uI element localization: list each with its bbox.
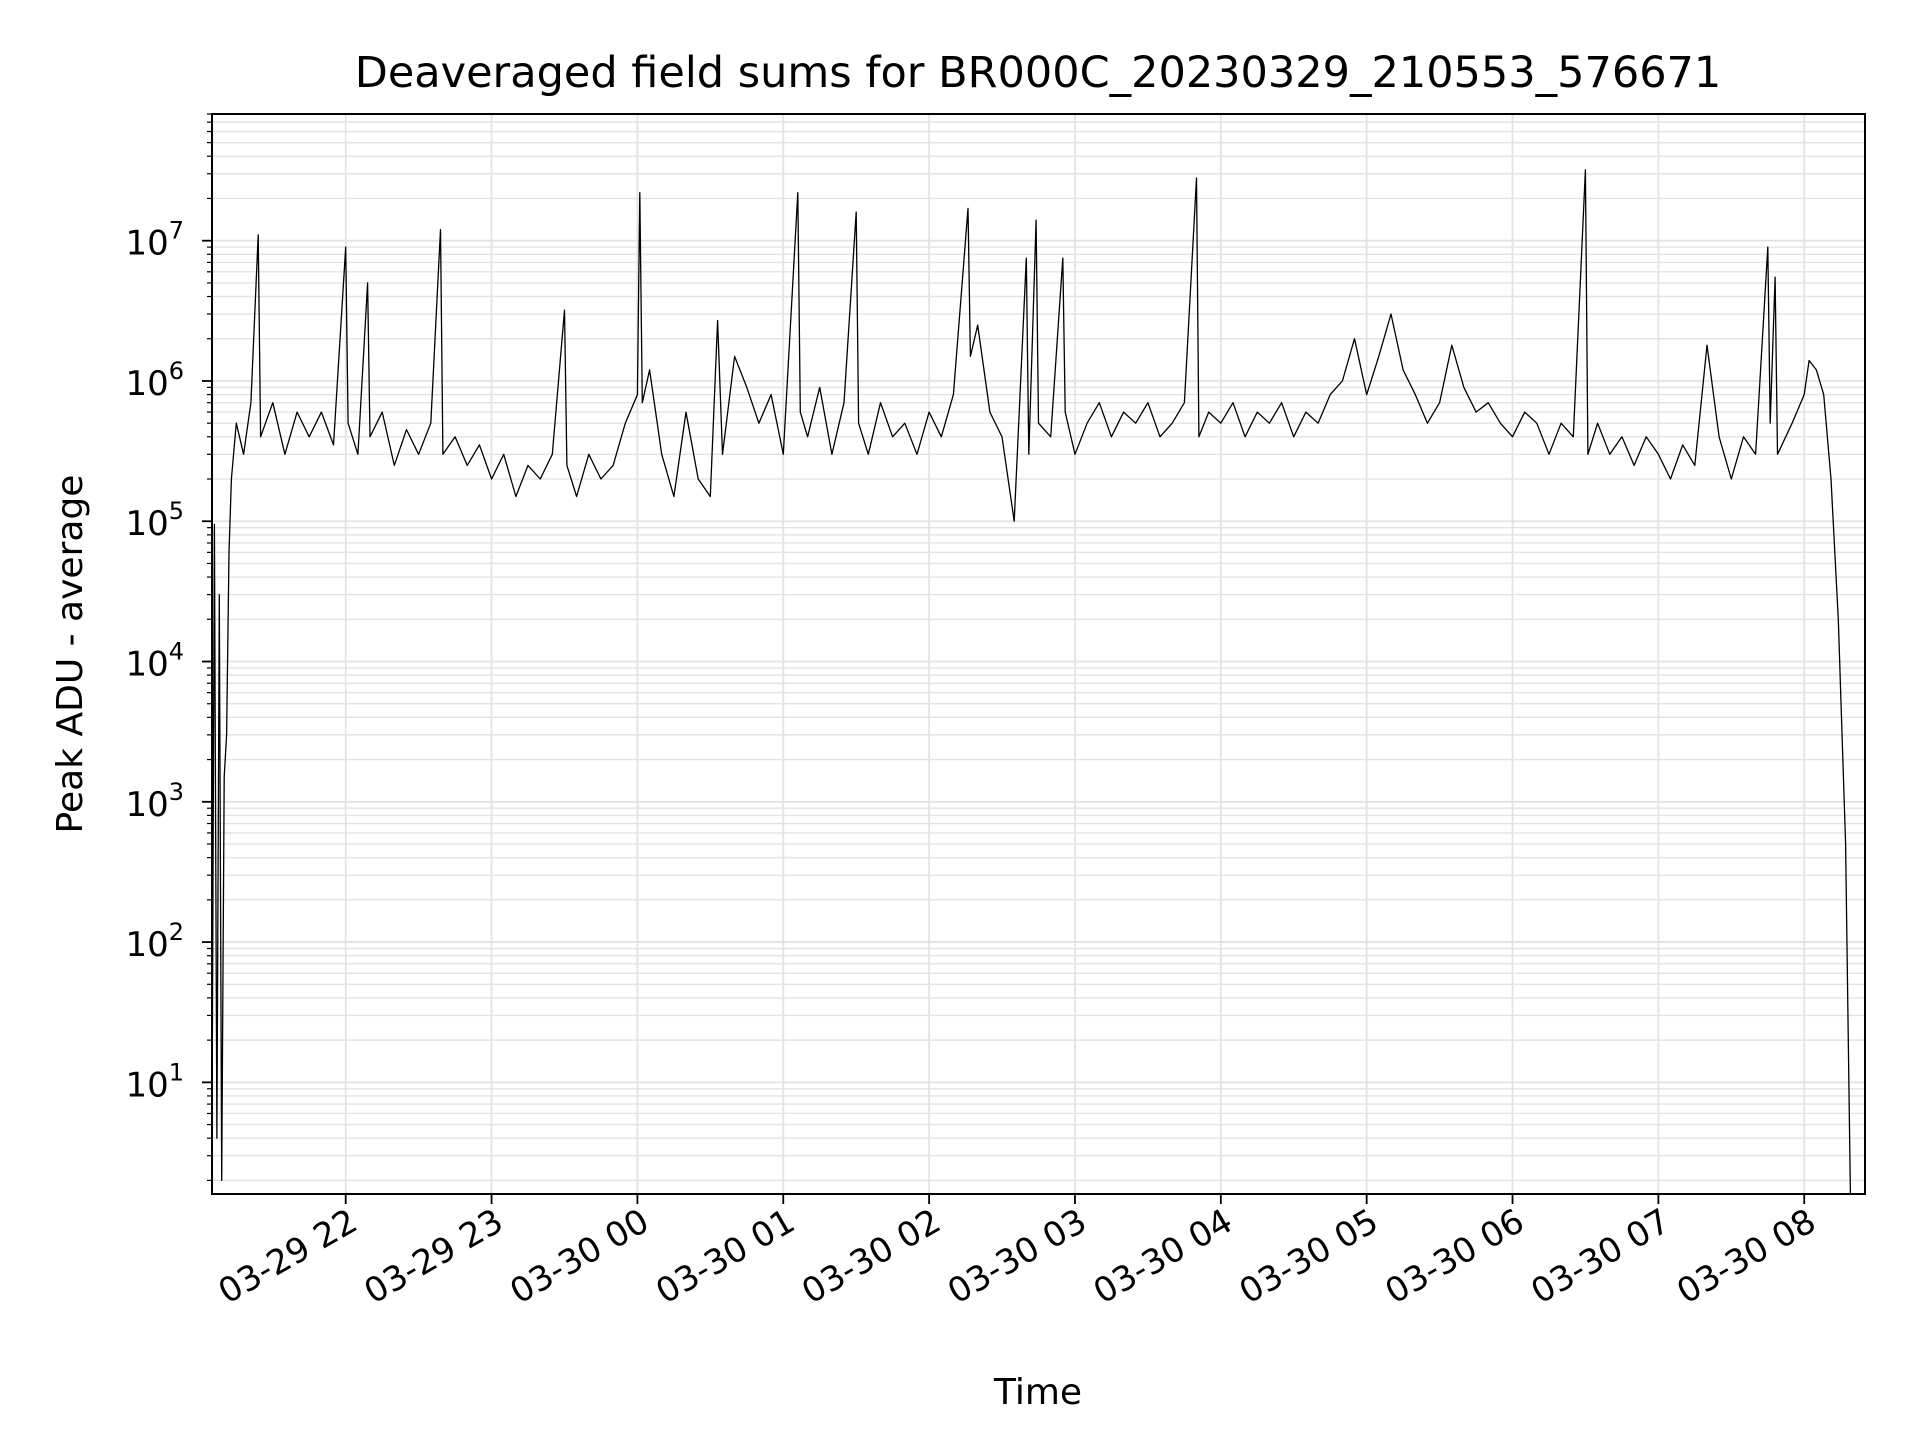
y-tick-label: 105 [125, 497, 184, 544]
y-tick-label: 101 [125, 1058, 184, 1105]
y-tick-label: 103 [125, 778, 184, 825]
y-tick-label: 106 [125, 357, 184, 404]
y-tick-exponent: 4 [169, 638, 184, 666]
y-tick-base: 10 [125, 785, 168, 825]
y-tick-exponent: 3 [169, 778, 184, 806]
y-tick-label: 102 [125, 918, 184, 965]
y-tick-exponent: 1 [169, 1058, 184, 1086]
y-tick-exponent: 6 [169, 357, 184, 385]
y-tick-base: 10 [125, 645, 168, 685]
y-axis-label: Peak ADU - average [50, 475, 91, 834]
y-tick-base: 10 [125, 364, 168, 404]
y-tick-exponent: 7 [169, 217, 184, 245]
grid [212, 113, 1865, 1194]
y-tick-base: 10 [125, 925, 168, 965]
y-tick-label: 104 [125, 638, 184, 685]
x-axis-label: Time [993, 1372, 1082, 1413]
y-tick-base: 10 [125, 1065, 168, 1105]
chart-title: Deaveraged field sums for BR000C_2023032… [355, 48, 1722, 98]
y-tick-base: 10 [125, 504, 168, 544]
y-tick-label: 107 [125, 217, 184, 264]
y-tick-exponent: 2 [169, 918, 184, 946]
y-tick-exponent: 5 [169, 497, 184, 525]
data-series-line [211, 169, 1852, 1195]
y-tick-base: 10 [125, 224, 168, 264]
plot-frame [211, 113, 1866, 1195]
